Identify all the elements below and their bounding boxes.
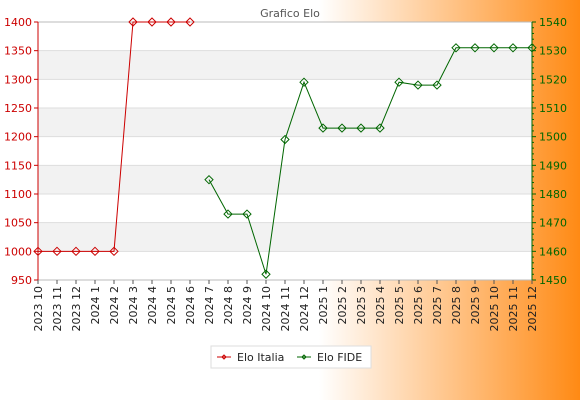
left-tick-label: 1150	[4, 159, 32, 172]
legend-marker	[221, 354, 227, 360]
data-point	[71, 246, 81, 257]
data-point	[280, 134, 290, 145]
data-point	[432, 80, 442, 90]
data-point	[166, 17, 176, 27]
data-point	[375, 123, 385, 133]
right-tick-label: 1470	[539, 217, 567, 230]
legend-marker	[301, 354, 307, 360]
data-point	[394, 77, 404, 87]
x-tick-label: 2025 12	[526, 286, 539, 332]
x-tick-label: 2025 1	[317, 286, 330, 325]
data-point	[318, 123, 328, 133]
left-tick-label: 1200	[4, 131, 32, 144]
x-tick-label: 2024 7	[203, 286, 216, 325]
data-point	[109, 246, 119, 257]
x-tick-label: 2025 9	[469, 286, 482, 325]
legend-label: Elo Italia	[237, 351, 284, 364]
series-line-elo-fide	[208, 47, 532, 275]
x-tick-label: 2024 1	[89, 286, 102, 325]
x-tick-label: 2024 12	[298, 286, 311, 332]
data-point	[508, 43, 518, 53]
x-tick-label: 2025 4	[374, 286, 387, 325]
left-tick-label: 1100	[4, 188, 32, 201]
data-point	[223, 209, 233, 219]
data-point	[147, 17, 157, 27]
right-tick-label: 1520	[539, 73, 567, 86]
right-tick-label: 1540	[539, 16, 567, 29]
right-tick-label: 1480	[539, 188, 567, 201]
x-tick-label: 2025 5	[393, 286, 406, 325]
x-tick-label: 2024 11	[279, 286, 292, 332]
data-point	[204, 174, 214, 185]
x-tick-label: 2025 7	[431, 286, 444, 325]
x-tick-label: 2024 8	[222, 286, 235, 325]
chart-title: Grafico Elo	[260, 7, 320, 20]
right-tick-label: 1490	[539, 159, 567, 172]
x-tick-label: 2025 11	[507, 286, 520, 332]
plot-band	[38, 79, 532, 108]
x-tick-label: 2024 3	[127, 286, 140, 325]
x-tick-label: 2024 4	[146, 286, 159, 325]
left-tick-label: 1050	[4, 217, 32, 230]
x-tick-label: 2024 6	[184, 286, 197, 325]
left-tick-label: 1300	[4, 73, 32, 86]
legend-label: Elo FIDE	[317, 351, 362, 364]
data-point	[90, 246, 100, 257]
plot-band	[38, 251, 532, 280]
data-point	[413, 80, 423, 90]
data-point	[451, 43, 461, 53]
data-point	[52, 246, 62, 257]
x-tick-label: 2024 5	[165, 286, 178, 325]
plot-band	[38, 22, 532, 51]
left-tick-label: 950	[11, 274, 32, 287]
data-point	[470, 43, 480, 53]
plot-band	[38, 165, 532, 194]
x-tick-label: 2025 2	[336, 286, 349, 325]
series-line-elo-italia	[38, 21, 190, 252]
right-tick-label: 1450	[539, 274, 567, 287]
data-point	[356, 123, 366, 133]
left-tick-label: 1350	[4, 45, 32, 58]
x-tick-label: 2025 8	[450, 286, 463, 325]
data-point	[299, 77, 309, 87]
x-tick-label: 2025 6	[412, 286, 425, 325]
data-point	[33, 246, 43, 257]
left-tick-label: 1000	[4, 245, 32, 258]
x-tick-label: 2025 3	[355, 286, 368, 325]
data-point	[242, 209, 252, 219]
left-tick-label: 1400	[4, 16, 32, 29]
data-point	[185, 17, 195, 27]
data-point	[489, 43, 499, 53]
data-point	[337, 123, 347, 133]
legend-box	[210, 345, 372, 369]
data-point	[261, 269, 271, 279]
data-point	[128, 17, 138, 27]
x-tick-label: 2023 12	[70, 286, 83, 332]
plot-band	[38, 222, 532, 252]
legend: Elo Italia Elo FIDE	[210, 345, 372, 369]
right-tick-label: 1460	[539, 245, 567, 258]
x-tick-label: 2024 10	[260, 286, 273, 332]
x-tick-label: 2024 2	[108, 286, 121, 325]
x-tick-label: 2025 10	[488, 286, 501, 332]
right-tick-label: 1500	[539, 131, 567, 144]
right-tick-label: 1530	[539, 45, 567, 58]
right-tick-label: 1510	[539, 102, 567, 115]
plot-band	[38, 50, 532, 80]
x-tick-label: 2024 9	[241, 286, 254, 325]
left-tick-label: 1250	[4, 102, 32, 115]
data-point	[527, 43, 537, 53]
x-tick-label: 2023 11	[51, 286, 64, 332]
x-tick-label: 2023 10	[32, 286, 45, 332]
plot-band	[38, 194, 532, 223]
plot-band	[38, 108, 532, 137]
